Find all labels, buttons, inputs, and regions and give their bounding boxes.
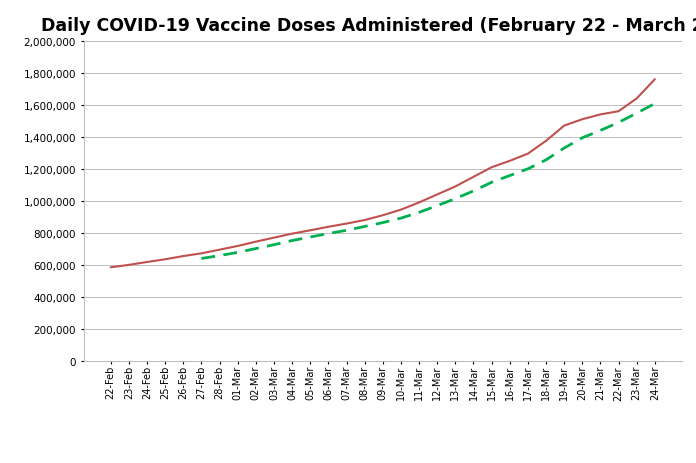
Title: Daily COVID-19 Vaccine Doses Administered (February 22 - March 24): Daily COVID-19 Vaccine Doses Administere… [42,17,696,35]
